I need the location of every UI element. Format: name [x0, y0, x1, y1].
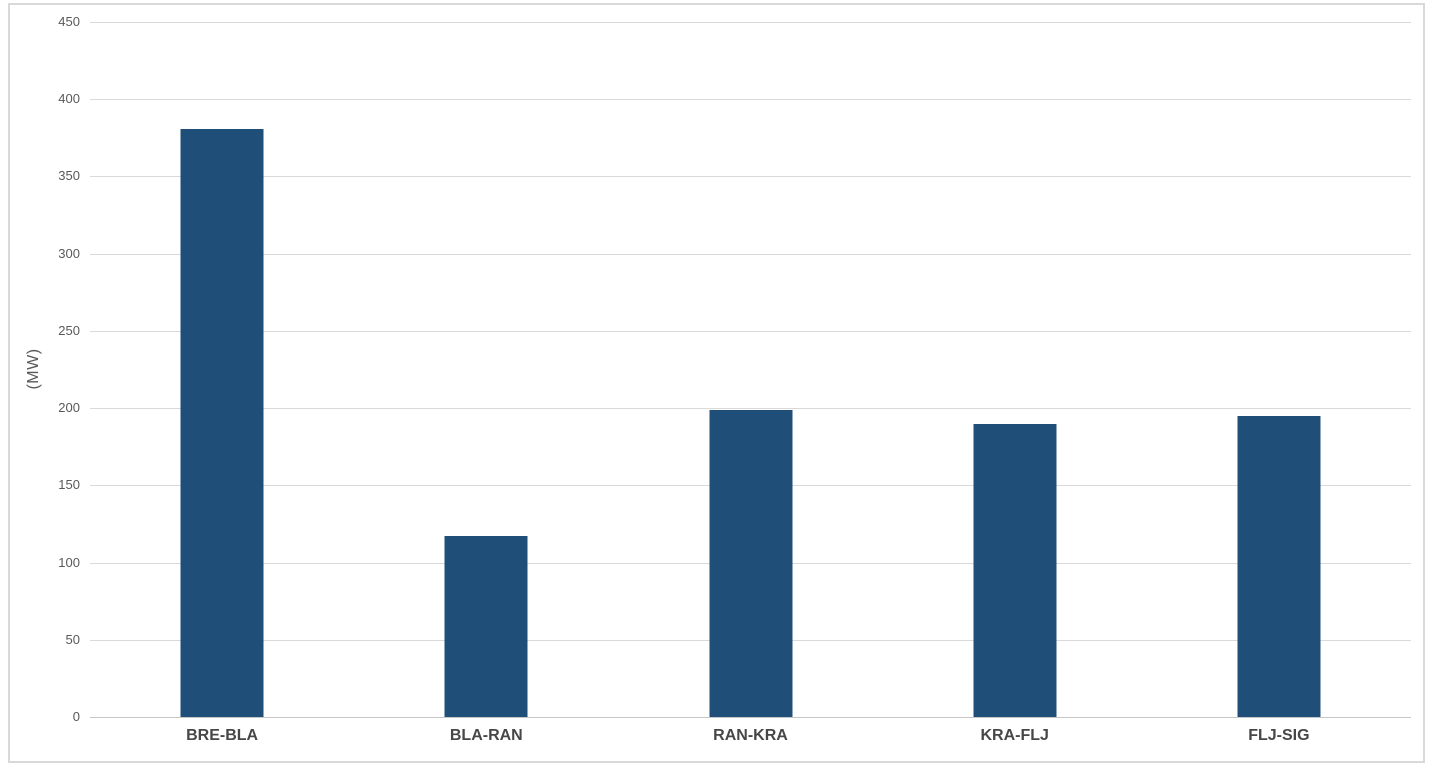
bar-bla-ran — [444, 536, 528, 717]
bar-ran-kra — [709, 409, 792, 717]
bar-kra-flj — [973, 423, 1057, 717]
plot-area — [90, 22, 1411, 718]
y-tick-label: 200 — [58, 400, 80, 416]
gridline — [90, 176, 1411, 178]
x-axis-line — [90, 717, 1411, 718]
y-tick-label: 400 — [58, 91, 80, 107]
x-category-label-flj-sig: FLJ-SIG — [1248, 727, 1310, 744]
gridline — [90, 408, 1411, 410]
y-tick-label: 100 — [58, 554, 80, 570]
x-axis-category-labels: BRE-BLA BLA-RAN RAN-KRA KRA-FLJ FLJ-SIG — [90, 727, 1411, 753]
y-tick-label: 300 — [58, 245, 80, 261]
chart-panel: (MW) 0 50 100 150 200 250 300 350 400 450 BRE-BLA… — [8, 3, 1425, 763]
y-axis-tick-labels: 0 50 100 150 200 250 300 350 400 450 — [10, 15, 80, 724]
y-tick-label: 0 — [72, 709, 80, 724]
x-category-label-bre-bla: BRE-BLA — [186, 727, 259, 744]
y-tick-label: 50 — [65, 631, 80, 647]
x-category-label-bla-ran: BLA-RAN — [449, 727, 523, 744]
x-category-label-kra-flj: KRA-FLJ — [980, 727, 1049, 744]
y-tick-label: 150 — [58, 477, 80, 493]
bar-flj-sig — [1237, 415, 1321, 717]
y-tick-label: 450 — [58, 14, 80, 29]
bar-bre-bla — [180, 128, 264, 717]
y-tick-label: 250 — [58, 322, 80, 338]
gridline — [90, 253, 1411, 255]
gridline — [90, 22, 1411, 23]
gridline — [90, 330, 1411, 332]
gridline — [90, 99, 1411, 101]
y-tick-label: 350 — [58, 168, 80, 184]
x-category-label-ran-kra: RAN-KRA — [713, 727, 788, 744]
